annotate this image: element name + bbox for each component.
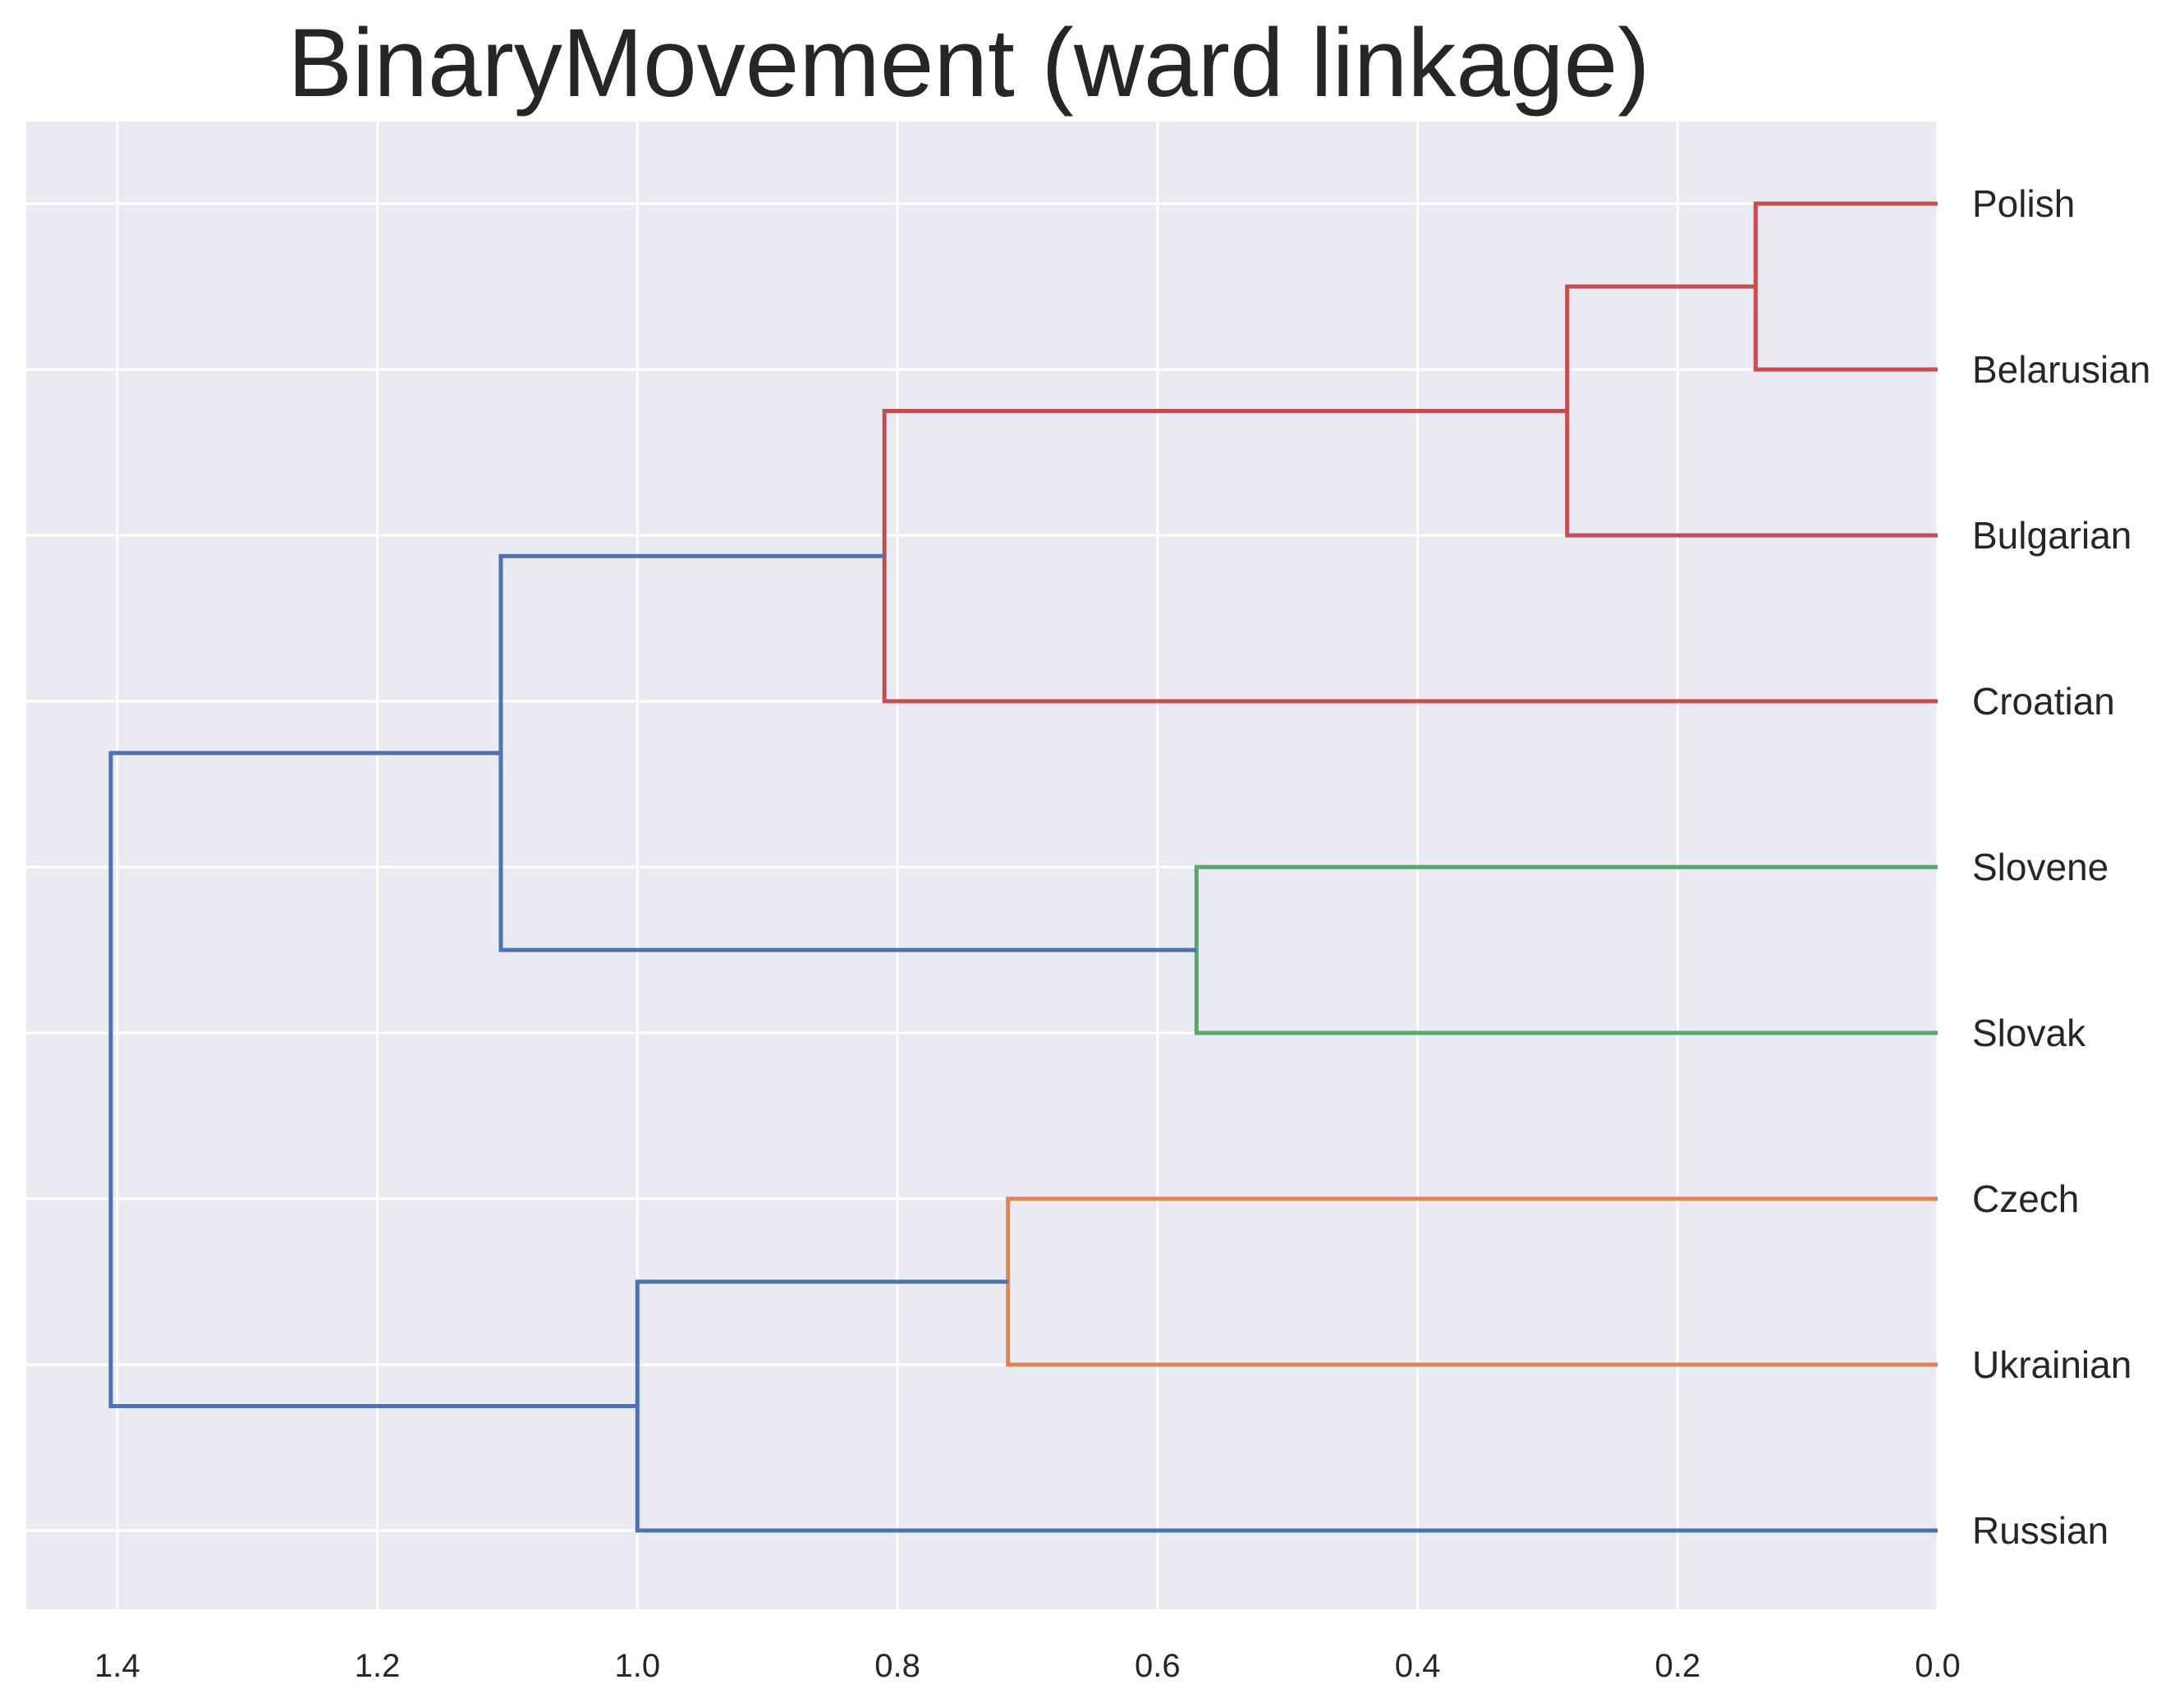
dendrogram-links	[108, 201, 1938, 1533]
x-tick-label: 1.4	[94, 1648, 140, 1684]
x-tick-label: 0.0	[1915, 1648, 1961, 1684]
leaf-label: Polish	[1972, 182, 2075, 225]
leaf-label: Russian	[1972, 1509, 2108, 1552]
leaf-label: Slovene	[1972, 846, 2108, 888]
leaf-label: Belarusian	[1972, 348, 2150, 391]
leaf-label: Croatian	[1972, 680, 2115, 723]
leaf-label: Slovak	[1972, 1012, 2086, 1054]
x-tick-label: 1.0	[615, 1648, 661, 1684]
dendrogram-link	[108, 750, 638, 1408]
x-tick-label: 0.4	[1395, 1648, 1441, 1684]
leaf-labels: Polish Belarusian Bulgarian Croatian Slovene…	[1972, 182, 2150, 1552]
x-tick-label: 0.2	[1654, 1648, 1700, 1684]
x-tick-label: 0.6	[1135, 1648, 1181, 1684]
leaf-label: Bulgarian	[1972, 514, 2131, 557]
x-tick-label: 1.2	[355, 1648, 401, 1684]
leaf-label: Czech	[1972, 1177, 2079, 1220]
x-tick-labels: 1.4 1.2 1.0 0.8 0.6 0.4 0.2 0.0	[94, 1648, 1961, 1684]
x-tick-label: 0.8	[874, 1648, 920, 1684]
chart-title: BinaryMovement (ward linkage)	[287, 9, 1650, 117]
leaf-label: Ukrainian	[1972, 1343, 2131, 1386]
